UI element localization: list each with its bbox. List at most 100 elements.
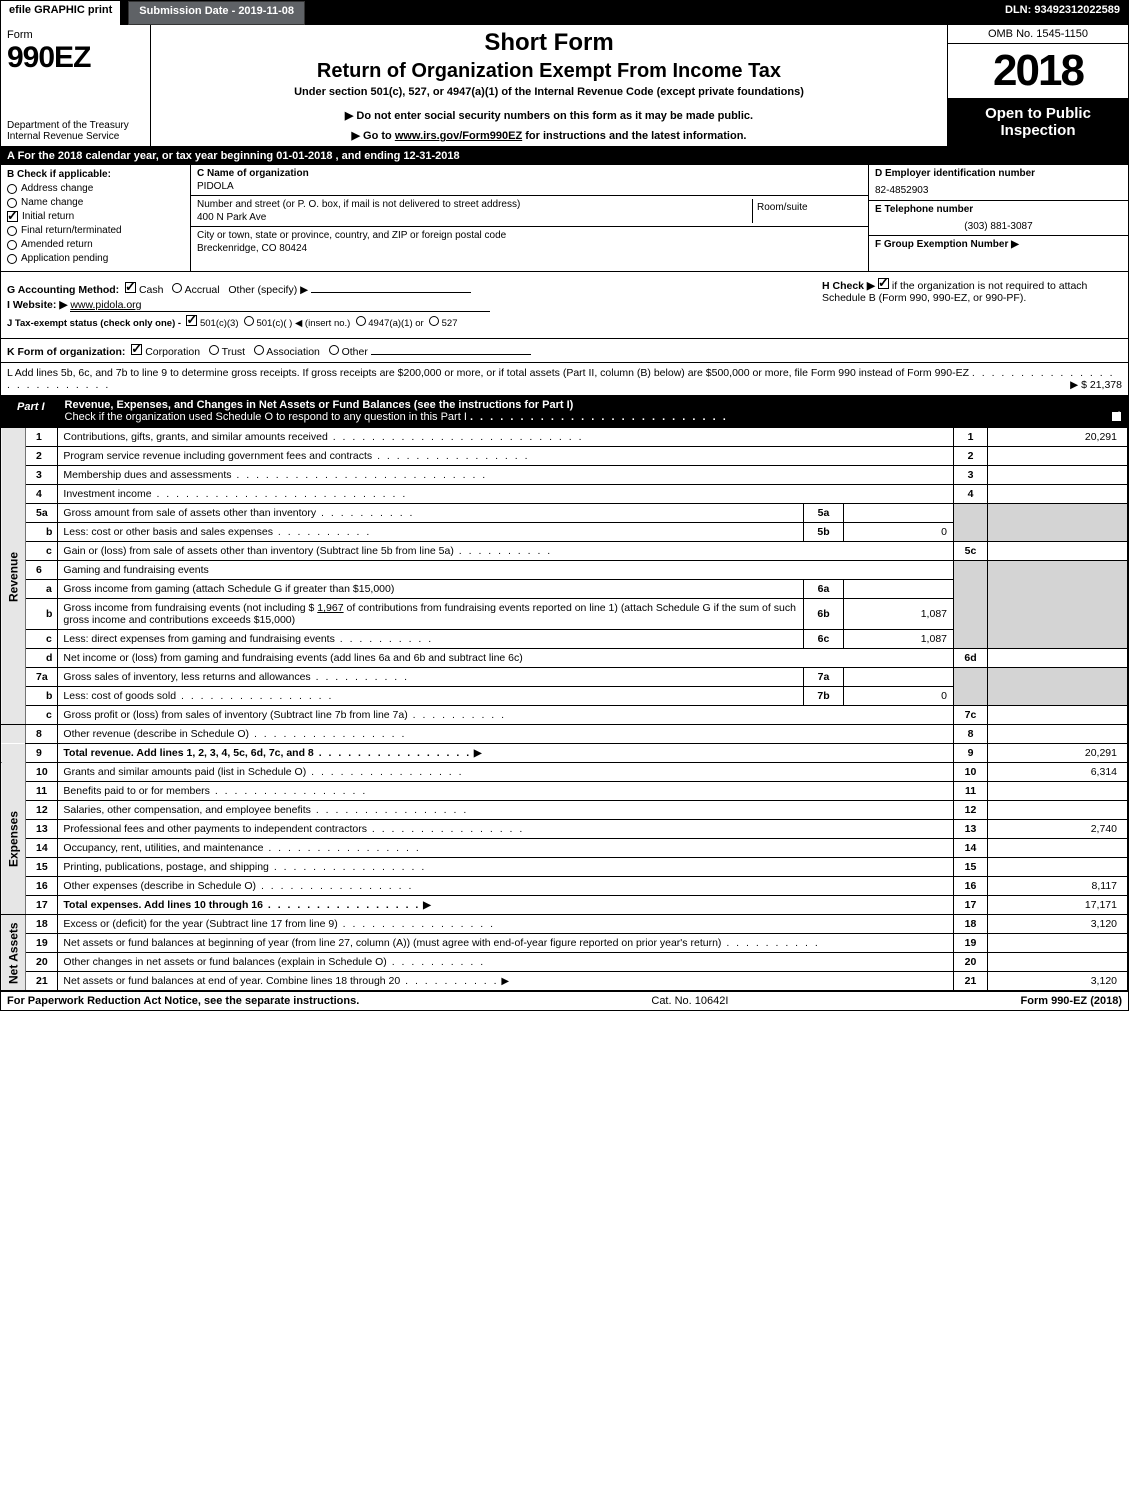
part-i-title: Revenue, Expenses, and Changes in Net As… bbox=[65, 399, 574, 411]
line-3-num: 3 bbox=[26, 466, 58, 485]
other-method-input[interactable] bbox=[311, 281, 471, 293]
line-20-rnum: 20 bbox=[954, 953, 988, 972]
line-7a-num: 7a bbox=[26, 668, 58, 687]
line-9-value: 20,291 bbox=[988, 744, 1128, 763]
line-3-desc: Membership dues and assessments bbox=[63, 469, 487, 481]
tax-year: 2018 bbox=[948, 44, 1128, 99]
line-7a-desc: Gross sales of inventory, less returns a… bbox=[63, 671, 409, 683]
line-4-desc: Investment income bbox=[63, 488, 407, 500]
row-a-prefix: A For the 2018 calendar year, or tax yea… bbox=[7, 150, 276, 162]
line-16-num: 16 bbox=[26, 877, 58, 896]
line-6d-value bbox=[988, 649, 1128, 668]
k-trust-radio[interactable] bbox=[209, 345, 219, 355]
line-l: L Add lines 5b, 6c, and 7b to line 9 to … bbox=[1, 363, 1128, 396]
line-20-value bbox=[988, 953, 1128, 972]
submission-date-button[interactable]: Submission Date - 2019-11-08 bbox=[128, 1, 305, 25]
efile-print-button[interactable]: efile GRAPHIC print bbox=[1, 1, 122, 25]
k-corp-checkbox[interactable] bbox=[131, 344, 142, 355]
line-5a-box-label: 5a bbox=[804, 504, 844, 523]
block-c: C Name of organization PIDOLA Number and… bbox=[191, 165, 868, 271]
group-exemption-label: F Group Exemption Number ▶ bbox=[875, 239, 1122, 250]
j-501c-radio[interactable] bbox=[244, 316, 254, 326]
amended-return-radio[interactable] bbox=[7, 240, 17, 250]
line-2-rnum: 2 bbox=[954, 447, 988, 466]
dln-label: DLN: 93492312022589 bbox=[997, 1, 1128, 25]
website-link[interactable]: www.pidola.org bbox=[70, 299, 490, 312]
ssn-warning: ▶ Do not enter social security numbers o… bbox=[157, 109, 941, 122]
j-insert-label: ◀ (insert no.) bbox=[295, 318, 350, 329]
line-18-num: 18 bbox=[26, 915, 58, 934]
j-501c3-checkbox[interactable] bbox=[186, 315, 197, 326]
accrual-radio[interactable] bbox=[172, 283, 182, 293]
identity-block: B Check if applicable: Address change Na… bbox=[1, 165, 1128, 272]
line-5c-rnum: 5c bbox=[954, 542, 988, 561]
part-i-schedule-o-checkbox[interactable] bbox=[1111, 411, 1122, 422]
irs-link[interactable]: www.irs.gov/Form990EZ bbox=[395, 130, 522, 142]
ein-label: D Employer identification number bbox=[875, 168, 1122, 179]
initial-return-checkbox[interactable] bbox=[7, 211, 18, 222]
form-word: Form bbox=[7, 29, 144, 41]
k-assoc-radio[interactable] bbox=[254, 345, 264, 355]
line-5b-box-label: 5b bbox=[804, 523, 844, 542]
application-pending-radio[interactable] bbox=[7, 254, 17, 264]
part-i-subtitle: Check if the organization used Schedule … bbox=[65, 411, 467, 423]
block-def: D Employer identification number 82-4852… bbox=[868, 165, 1128, 271]
line-21-num: 21 bbox=[26, 972, 58, 991]
line-8-value bbox=[988, 725, 1128, 744]
line-6-desc: Gaming and fundraising events bbox=[58, 561, 954, 580]
line-11-value bbox=[988, 782, 1128, 801]
org-name-value: PIDOLA bbox=[197, 181, 862, 192]
line-7b-num: b bbox=[26, 687, 58, 706]
goto-prefix: ▶ Go to bbox=[352, 130, 395, 142]
line-19-value bbox=[988, 934, 1128, 953]
line-6c-num: c bbox=[26, 630, 58, 649]
line-5a-num: 5a bbox=[26, 504, 58, 523]
final-return-radio[interactable] bbox=[7, 226, 17, 236]
line-6b-num: b bbox=[26, 599, 58, 630]
phone-label: E Telephone number bbox=[875, 204, 1122, 215]
line-21-desc: Net assets or fund balances at end of ye… bbox=[63, 975, 498, 987]
line-7c-value bbox=[988, 706, 1128, 725]
address-change-radio[interactable] bbox=[7, 184, 17, 194]
line-5c-desc: Gain or (loss) from sale of assets other… bbox=[63, 545, 552, 557]
cash-checkbox[interactable] bbox=[125, 282, 136, 293]
j-527-label: 527 bbox=[442, 318, 458, 329]
dept-treasury: Department of the Treasury bbox=[7, 120, 144, 131]
k-assoc-label: Association bbox=[266, 346, 320, 358]
line-18-rnum: 18 bbox=[954, 915, 988, 934]
line-1-rnum: 1 bbox=[954, 428, 988, 447]
form-ref: Form 990-EZ (2018) bbox=[1021, 995, 1122, 1007]
j-4947-radio[interactable] bbox=[356, 316, 366, 326]
k-other-radio[interactable] bbox=[329, 345, 339, 355]
line-12-desc: Salaries, other compensation, and employ… bbox=[63, 804, 468, 816]
line-5a-desc: Gross amount from sale of assets other t… bbox=[63, 507, 414, 519]
amended-return-label: Amended return bbox=[21, 239, 93, 250]
tax-year-end: 12-31-2018 bbox=[403, 150, 459, 162]
line-13-desc: Professional fees and other payments to … bbox=[63, 823, 524, 835]
street-value: 400 N Park Ave bbox=[197, 212, 752, 223]
j-501c-label: 501(c)( ) bbox=[256, 318, 292, 329]
line-8-desc: Other revenue (describe in Schedule O) bbox=[63, 728, 406, 740]
k-other-input[interactable] bbox=[371, 343, 531, 355]
name-change-radio[interactable] bbox=[7, 198, 17, 208]
part-i-label: Part I bbox=[7, 399, 55, 415]
line-9-desc: Total revenue. Add lines 1, 2, 3, 4, 5c,… bbox=[63, 747, 313, 759]
h-label: H Check ▶ bbox=[822, 280, 875, 292]
open-to-public: Open to Public Inspection bbox=[948, 99, 1128, 146]
line-5c-num: c bbox=[26, 542, 58, 561]
h-checkbox[interactable] bbox=[878, 278, 889, 289]
form-number: 990EZ bbox=[7, 41, 144, 75]
name-change-label: Name change bbox=[21, 197, 83, 208]
line-6a-num: a bbox=[26, 580, 58, 599]
k-other-label: Other bbox=[342, 346, 368, 358]
topbar: efile GRAPHIC print Submission Date - 20… bbox=[1, 1, 1128, 25]
catalog-number: Cat. No. 10642I bbox=[651, 995, 728, 1007]
line-9-num: 9 bbox=[26, 744, 58, 763]
line-6c-box-value: 1,087 bbox=[844, 630, 954, 649]
short-form-title: Short Form bbox=[157, 29, 941, 57]
j-527-radio[interactable] bbox=[429, 316, 439, 326]
cash-label: Cash bbox=[139, 284, 164, 296]
k-trust-label: Trust bbox=[222, 346, 246, 358]
line-11-num: 11 bbox=[26, 782, 58, 801]
line-14-num: 14 bbox=[26, 839, 58, 858]
